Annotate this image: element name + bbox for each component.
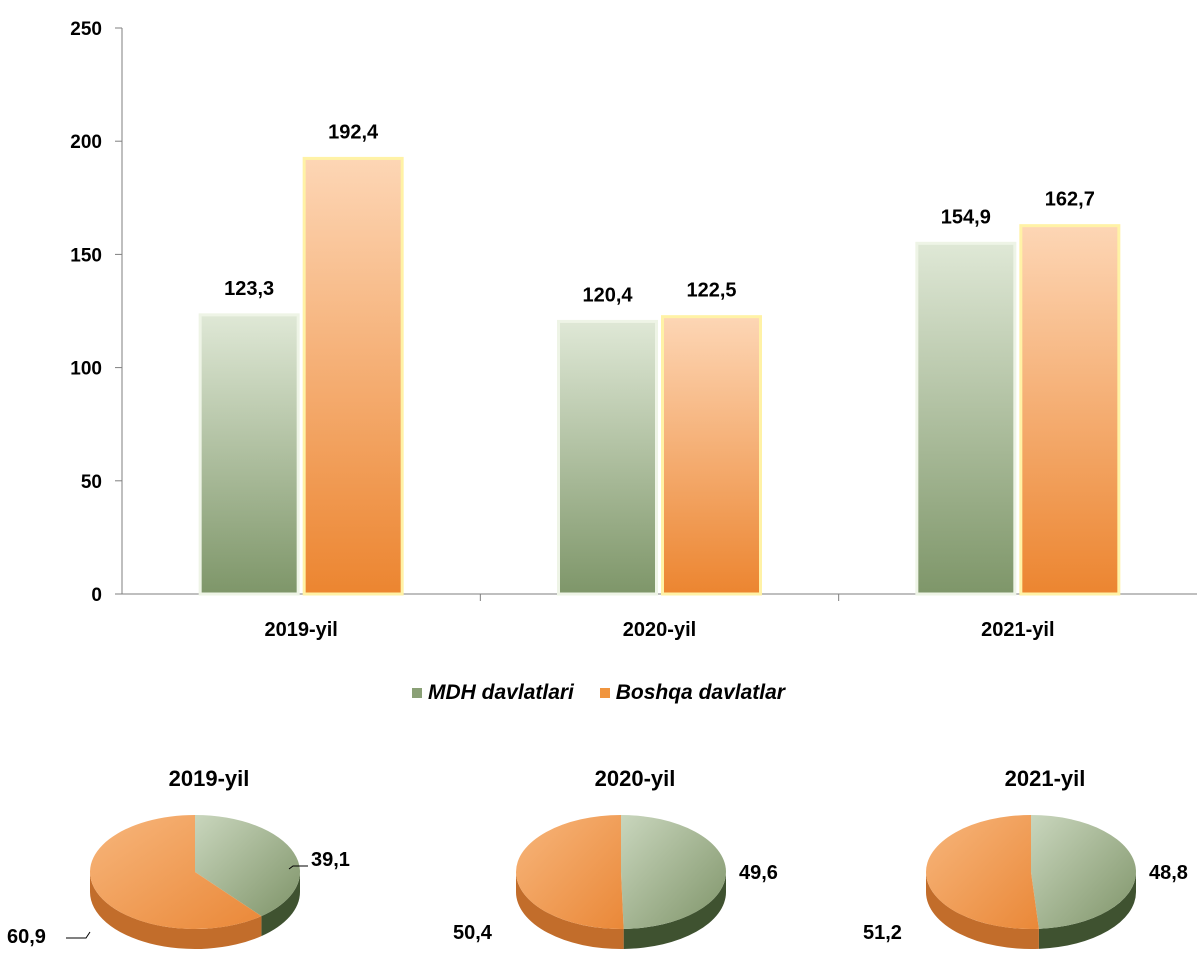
pie-leader-line (66, 931, 91, 939)
bar-other (302, 156, 404, 596)
x-tick-label: 2019-yil (264, 619, 337, 641)
pie-slice-other (516, 815, 624, 930)
pie-slice-mdh (1031, 815, 1137, 929)
data-label: 120,4 (582, 284, 633, 306)
y-tick-label: 250 (70, 19, 102, 40)
pie-data-label-mdh: 49,6 (739, 862, 778, 884)
pie-slice-mdh (621, 815, 727, 929)
pie-side-mdh (261, 872, 300, 937)
y-tick-label: 100 (70, 359, 102, 380)
legend-label-mdh: MDH davlatlari (428, 681, 574, 704)
pie-charts: 2019-yil 39,1 60,9 2020-yil 49,6 50,4 2021-yil… (7, 766, 1188, 950)
x-tick-label: 2020-yil (623, 619, 696, 641)
pie-slice-mdh (195, 815, 300, 917)
x-tick-label: 2021-yil (981, 619, 1054, 641)
bar-mdh (198, 313, 300, 596)
pie-slice-other (89, 815, 262, 930)
y-tick-label: 150 (70, 245, 102, 266)
data-label: 192,4 (328, 121, 379, 143)
data-label: 154,9 (941, 206, 991, 228)
pie-title: 2020-yil (595, 766, 676, 791)
pie-title: 2021-yil (1005, 766, 1086, 791)
chart-legend: MDH davlatlari Boshqa davlatlar (0, 680, 1197, 705)
bar-other (1019, 224, 1121, 596)
y-tick-label: 200 (70, 132, 102, 153)
pie-side-other (926, 872, 1039, 950)
y-tick-label: 50 (81, 472, 102, 493)
pie-data-label-other: 51,2 (863, 922, 902, 944)
pie-side-other (516, 872, 624, 949)
y-tick-label: 0 (91, 585, 102, 606)
legend-item-mdh[interactable]: MDH davlatlari (412, 681, 574, 705)
pie-side-other (90, 872, 262, 949)
data-label: 122,5 (686, 280, 736, 302)
pie-data-label-mdh: 39,1 (311, 849, 350, 871)
data-label: 123,3 (224, 278, 274, 300)
bar-other (661, 315, 762, 596)
pie-side-mdh (1038, 872, 1136, 949)
pie-data-label-other: 60,9 (7, 926, 46, 948)
bar-mdh (557, 319, 658, 596)
legend-label-other: Boshqa davlatlar (615, 681, 785, 704)
pie-data-label-other: 50,4 (453, 922, 493, 944)
pie-slice-other (926, 815, 1039, 929)
bar-chart: 0 50 100 150 200 250 2019-yil 123,3 192,4 2020-yi… (70, 19, 1197, 641)
pie-leader-line (288, 865, 308, 870)
data-label: 162,7 (1045, 189, 1095, 211)
legend-item-other[interactable]: Boshqa davlatlar (599, 681, 785, 705)
pie-side-mdh (623, 872, 726, 949)
bar-mdh (915, 241, 1017, 596)
pie-data-label-mdh: 48,8 (1149, 862, 1188, 884)
legend-swatch-other (599, 688, 610, 698)
legend-swatch-mdh (412, 688, 423, 698)
pie-title: 2019-yil (169, 766, 250, 791)
